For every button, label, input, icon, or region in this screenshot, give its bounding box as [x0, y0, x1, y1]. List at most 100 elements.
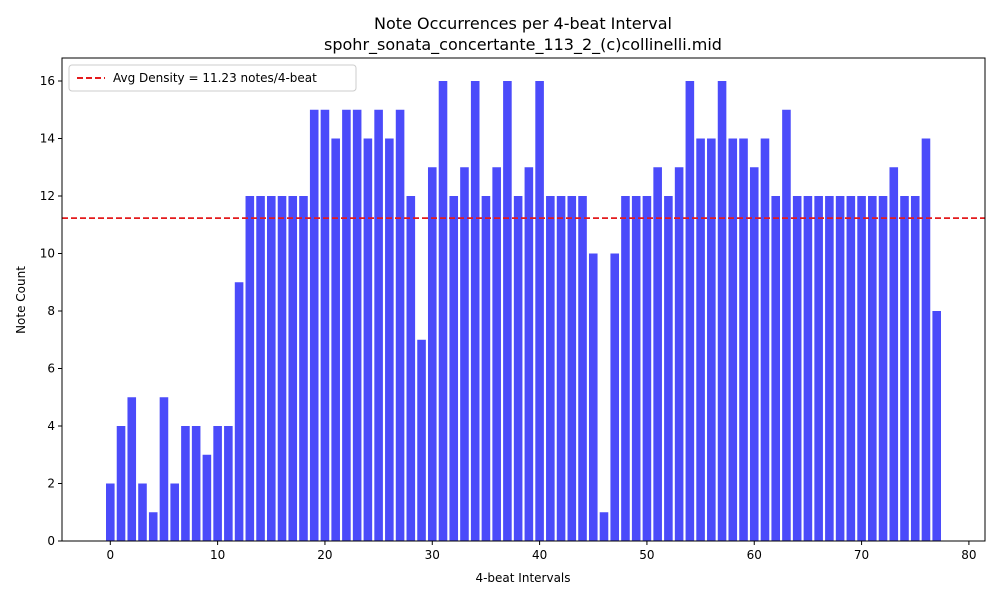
- x-tick-label: 50: [639, 548, 654, 562]
- bar: [599, 512, 609, 541]
- bar: [792, 196, 802, 541]
- bar: [535, 81, 544, 541]
- bar: [191, 426, 201, 541]
- bar: [460, 167, 469, 541]
- bar: [374, 109, 383, 541]
- bar: [309, 109, 319, 541]
- bar: [921, 138, 931, 541]
- bar: [127, 397, 137, 541]
- bar: [524, 167, 534, 541]
- bar: [245, 196, 255, 541]
- bar: [148, 512, 158, 541]
- bar: [406, 196, 416, 541]
- bar: [417, 339, 426, 541]
- x-tick-label: 80: [961, 548, 976, 562]
- bar: [256, 196, 265, 541]
- bar: [910, 196, 920, 541]
- bar: [610, 253, 620, 541]
- bar: [395, 109, 405, 541]
- bar: [213, 426, 222, 541]
- y-tick-label: 6: [47, 362, 55, 376]
- bar: [449, 196, 459, 541]
- bar: [664, 196, 673, 541]
- x-tick-label: 0: [106, 548, 114, 562]
- bar: [138, 483, 147, 541]
- x-tick-label: 10: [210, 548, 225, 562]
- bar: [224, 426, 233, 541]
- bar: [685, 81, 695, 541]
- bar: [760, 138, 770, 541]
- bar: [385, 138, 394, 541]
- legend: Avg Density = 11.23 notes/4-beat: [68, 64, 357, 92]
- bar: [578, 196, 587, 541]
- bar: [749, 167, 759, 541]
- bar: [556, 196, 566, 541]
- bar: [642, 196, 652, 541]
- y-tick-label: 10: [40, 247, 55, 261]
- x-tick-label: 70: [854, 548, 869, 562]
- y-axis-ticks: 0 2 4 6 8 10 12 14 16: [40, 74, 62, 548]
- bar: [631, 196, 641, 541]
- bar: [814, 196, 823, 541]
- bar: [342, 109, 351, 541]
- bar: [728, 138, 738, 541]
- bar: [288, 196, 298, 541]
- bar: [106, 483, 115, 541]
- bar: [159, 397, 169, 541]
- bar: [803, 196, 813, 541]
- bar: [234, 282, 244, 541]
- bar: [707, 138, 716, 541]
- bar: [621, 196, 630, 541]
- bar: [567, 196, 577, 541]
- bar: [170, 483, 179, 541]
- bar: [878, 196, 888, 541]
- bar: [771, 196, 781, 541]
- x-tick-label: 40: [532, 548, 547, 562]
- bar: [696, 138, 705, 541]
- bar: [427, 167, 437, 541]
- y-tick-label: 0: [47, 534, 55, 548]
- bar: [653, 167, 662, 541]
- bar: [331, 138, 340, 541]
- bar: [825, 196, 834, 541]
- bar: [277, 196, 287, 541]
- plot-frame: [61, 57, 986, 542]
- bar: [846, 196, 856, 541]
- bar: [588, 253, 598, 541]
- bar: [492, 167, 501, 541]
- bar: [363, 138, 373, 541]
- x-axis-label: 4-beat Intervals: [475, 571, 570, 585]
- y-tick-label: 12: [40, 189, 55, 203]
- bar: [868, 196, 877, 541]
- bar: [739, 138, 748, 541]
- bar: [470, 81, 480, 541]
- legend-box: [68, 64, 357, 92]
- bar: [857, 196, 866, 541]
- y-tick-label: 16: [40, 74, 55, 88]
- bar: [889, 167, 899, 541]
- bar: [320, 109, 330, 541]
- bar: [352, 109, 362, 541]
- bar: [503, 81, 512, 541]
- bar: [932, 311, 941, 541]
- bar: [266, 196, 276, 541]
- y-tick-label: 2: [47, 477, 55, 491]
- bar: [900, 196, 909, 541]
- x-tick-label: 20: [317, 548, 332, 562]
- legend-entry-average: Avg Density = 11.23 notes/4-beat: [113, 71, 317, 85]
- bar: [299, 196, 308, 541]
- bar: [438, 81, 448, 541]
- bar: [546, 196, 555, 541]
- bar: [202, 454, 212, 541]
- chart-subtitle: spohr_sonata_concertante_113_2_(c)collin…: [324, 35, 722, 55]
- bar: [116, 426, 126, 541]
- x-tick-label: 60: [747, 548, 762, 562]
- y-axis-label: Note Count: [14, 266, 28, 334]
- chart-title: Note Occurrences per 4-beat Interval: [374, 14, 672, 33]
- y-tick-label: 8: [47, 304, 55, 318]
- y-tick-label: 4: [47, 419, 55, 433]
- bar: [717, 81, 727, 541]
- bars-group: [106, 81, 941, 541]
- bar: [181, 426, 190, 541]
